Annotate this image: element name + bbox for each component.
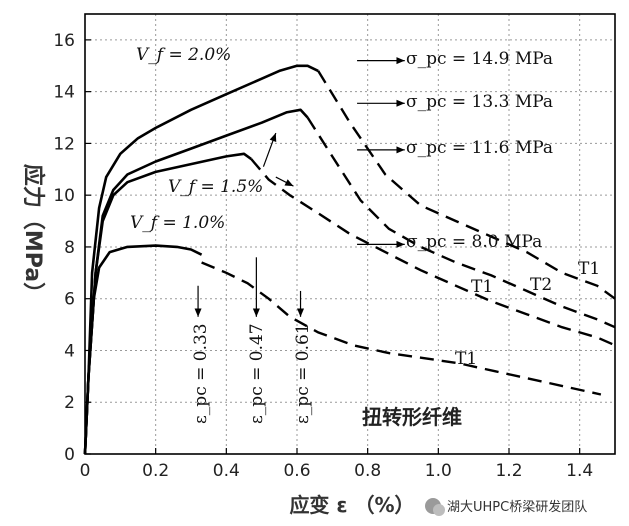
epsilon-label-061: ε_pc = 0.61 bbox=[293, 323, 313, 424]
epsilon-label-047: ε_pc = 0.47 bbox=[247, 323, 267, 424]
y-tick-label: 12 bbox=[53, 134, 75, 154]
sigma-arrow-116-head bbox=[396, 146, 405, 154]
series-1-dashed-line bbox=[317, 70, 616, 300]
epsilon-arrow-047-head bbox=[252, 308, 260, 317]
series-4-dashed-line bbox=[201, 261, 602, 396]
t1-label-a: T1 bbox=[471, 277, 493, 297]
series-4-solid-line bbox=[83, 244, 203, 455]
vf-label-2: V_f = 2.0% bbox=[136, 45, 231, 65]
y-axis-ticks: 0 2 4 6 8 10 12 14 16 bbox=[53, 31, 91, 465]
epsilon-label-033: ε_pc = 0.33 bbox=[191, 323, 211, 424]
x-tick-label: 0.4 bbox=[213, 461, 240, 481]
y-tick-label: 6 bbox=[64, 290, 75, 310]
x-tick-label: 0.2 bbox=[142, 461, 169, 481]
plot-frame bbox=[84, 13, 616, 455]
x-tick-label: 1.4 bbox=[566, 461, 593, 481]
x-tick-label: 1.2 bbox=[495, 461, 522, 481]
sigma-label-116: σ_pc = 11.6 MPa bbox=[406, 138, 553, 158]
x-tick-label: 0.8 bbox=[354, 461, 381, 481]
curves bbox=[83, 64, 616, 455]
series-3-dashed-line bbox=[250, 158, 616, 347]
y-axis-label: 应力（MPa） bbox=[20, 164, 46, 304]
x-tick-label: 0.6 bbox=[283, 461, 310, 481]
vf15-arrow-right-head bbox=[284, 179, 294, 187]
epsilon-arrow-033-head bbox=[194, 308, 202, 317]
sigma-arrow-133-head bbox=[396, 99, 405, 107]
sigma-label-149: σ_pc = 14.9 MPa bbox=[406, 49, 553, 69]
vf-label-15: V_f = 1.5% bbox=[168, 177, 263, 197]
sigma-arrow-149-head bbox=[396, 57, 405, 65]
y-tick-label: 16 bbox=[53, 31, 75, 51]
vf-label-1: V_f = 1.0% bbox=[130, 213, 225, 233]
series-1-solid-line bbox=[83, 64, 319, 455]
x-axis-label: 应变 ε （%） bbox=[289, 493, 414, 517]
x-axis-ticks: 0 0.2 0.4 0.6 0.8 1.0 1.2 1.4 bbox=[80, 448, 593, 481]
y-tick-label: 10 bbox=[53, 186, 75, 206]
y-tick-label: 0 bbox=[64, 445, 75, 465]
t1-label-b: T1 bbox=[578, 259, 600, 279]
series-2-dashed-line bbox=[306, 116, 616, 329]
grid-lines bbox=[85, 14, 615, 454]
sigma-label-80: σ_pc = 8.0 MPa bbox=[406, 232, 542, 252]
y-tick-label: 2 bbox=[64, 393, 75, 413]
fiber-type-caption: 扭转形纤维 bbox=[362, 405, 462, 429]
arrows bbox=[194, 57, 405, 317]
vf15-arrow-up-head bbox=[269, 133, 277, 143]
t2-label: T2 bbox=[530, 275, 552, 295]
t1-label-c: T1 bbox=[455, 349, 477, 369]
sigma-arrow-80-head bbox=[396, 240, 405, 248]
watermark-text: 湖大UHPC桥梁研发团队 bbox=[447, 499, 587, 515]
sigma-label-133: σ_pc = 13.3 MPa bbox=[406, 92, 553, 112]
y-tick-label: 8 bbox=[64, 238, 75, 258]
y-tick-label: 4 bbox=[64, 341, 75, 361]
y-tick-label: 14 bbox=[53, 83, 75, 103]
epsilon-arrow-061-head bbox=[297, 308, 305, 317]
x-tick-label: 1.0 bbox=[425, 461, 452, 481]
x-tick-label: 0 bbox=[80, 461, 91, 481]
watermark: 湖大UHPC桥梁研发团队 bbox=[425, 498, 587, 516]
